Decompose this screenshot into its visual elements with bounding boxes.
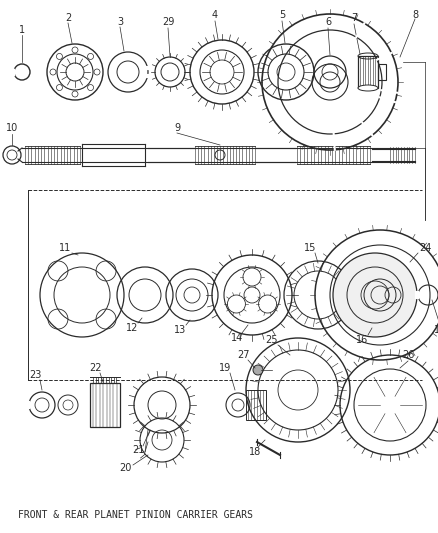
Text: 14: 14 xyxy=(231,333,243,343)
Circle shape xyxy=(333,253,417,337)
Text: 29: 29 xyxy=(162,17,174,27)
Text: FRONT & REAR PLANET PINION CARRIER GEARS: FRONT & REAR PLANET PINION CARRIER GEARS xyxy=(18,510,253,520)
Text: 6: 6 xyxy=(325,17,331,27)
Text: 13: 13 xyxy=(174,325,186,335)
Text: 9: 9 xyxy=(174,123,180,133)
Text: 26: 26 xyxy=(402,350,414,360)
Bar xyxy=(246,390,266,420)
Bar xyxy=(358,56,378,88)
Text: 7: 7 xyxy=(351,13,357,23)
Text: 27: 27 xyxy=(237,350,249,360)
Text: 1: 1 xyxy=(19,25,25,35)
Text: 2: 2 xyxy=(65,13,71,23)
Text: 18: 18 xyxy=(249,447,261,457)
Ellipse shape xyxy=(358,85,378,91)
Bar xyxy=(90,383,120,427)
Text: 16: 16 xyxy=(356,335,368,345)
Text: 20: 20 xyxy=(119,463,131,473)
Text: 15: 15 xyxy=(304,243,316,253)
Text: 4: 4 xyxy=(212,10,218,20)
Text: 22: 22 xyxy=(89,363,101,373)
Circle shape xyxy=(253,365,263,375)
Text: 10: 10 xyxy=(6,123,18,133)
Text: 21: 21 xyxy=(132,445,144,455)
Text: 24: 24 xyxy=(419,243,431,253)
Text: 23: 23 xyxy=(29,370,41,380)
Text: 25: 25 xyxy=(266,335,278,345)
Text: 5: 5 xyxy=(279,10,285,20)
Text: 19: 19 xyxy=(219,363,231,373)
Text: 8: 8 xyxy=(412,10,418,20)
Text: 17: 17 xyxy=(434,325,438,335)
Text: 11: 11 xyxy=(59,243,71,253)
Text: 12: 12 xyxy=(126,323,138,333)
Bar xyxy=(378,64,386,80)
Text: 3: 3 xyxy=(117,17,123,27)
